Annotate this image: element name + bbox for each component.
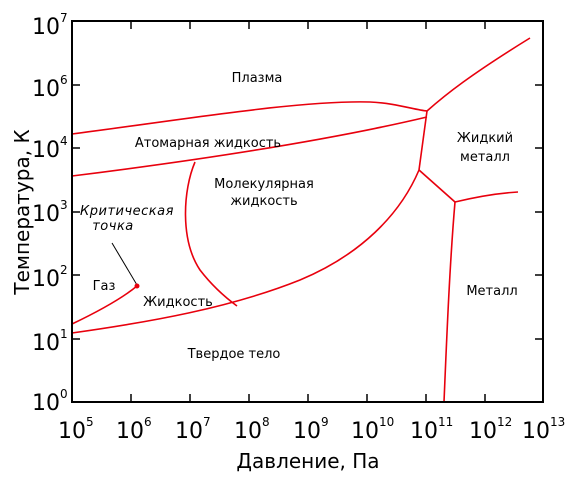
critical-point-marker [134,283,140,289]
region-molecular-liquid: жидкость [230,194,297,209]
boundary-plasma [71,101,428,135]
region-liquid: Жидкость [143,295,213,310]
region-critical-point: точка [92,219,134,234]
y-tick-label: 103 [32,198,68,227]
x-axis-title: Давление, Па [236,449,379,473]
phase-boundaries [71,37,531,403]
y-tick-label: 102 [32,263,68,292]
x-tick-label: 109 [293,415,329,444]
region-solid: Твердое тело [187,347,281,362]
region-metal: Металл [466,284,517,299]
y-tick-labels: 100 101 102 103 104 107 106 [32,11,68,416]
x-tick-label: 1013 [522,415,565,444]
x-tick-label: 1012 [469,415,512,444]
boundary-molecular-solid [71,169,420,334]
critical-point-pointer [111,242,138,286]
boundary-atomic-liquid [71,116,428,177]
x-tick-label: 108 [234,415,270,444]
region-gas: Газ [93,279,116,294]
region-liquid-metal: Жидкий [457,131,513,146]
y-tick-label: 100 [32,387,68,416]
x-tick-label: 1010 [351,415,394,444]
x-tick-label: 1011 [410,415,453,444]
region-molecular-liquid: Молекулярная [214,177,314,192]
x-tick-label: 106 [116,415,152,444]
y-tick-label: 104 [32,134,68,163]
y-tick-label: 101 [32,327,68,356]
y-tick-exponent: 6 [60,73,68,87]
boundary-molecular-liquid [184,161,238,307]
region-atomic-liquid: Атомарная жидкость [135,136,281,151]
boundary-metal-liquid-metal [454,191,519,203]
y-tick-label: 106 [32,73,68,102]
y-axis-title: Температура, К [10,129,34,295]
x-tick-labels: 105 106 107 108 109 1010 1011 1012 1013 [58,415,565,444]
x-tick-label: 107 [175,415,211,444]
region-plasma: Плазма [232,71,283,86]
boundary-plasma-upper [426,37,531,112]
region-liquid-metal: металл [460,150,510,165]
boundary-solid-metal [443,201,456,403]
axis-ticks [71,20,544,403]
boundary-metal-triple [418,169,456,203]
boundary-gas-liquid [71,285,138,325]
x-tick-label: 105 [58,415,94,444]
boundary-metal-liquid-vertical [418,110,428,171]
y-tick-label: 107 [32,11,68,40]
region-critical-point: Критическая [80,204,174,219]
region-labels: Плазма Атомарная жидкость Жидкий металл … [80,71,518,362]
